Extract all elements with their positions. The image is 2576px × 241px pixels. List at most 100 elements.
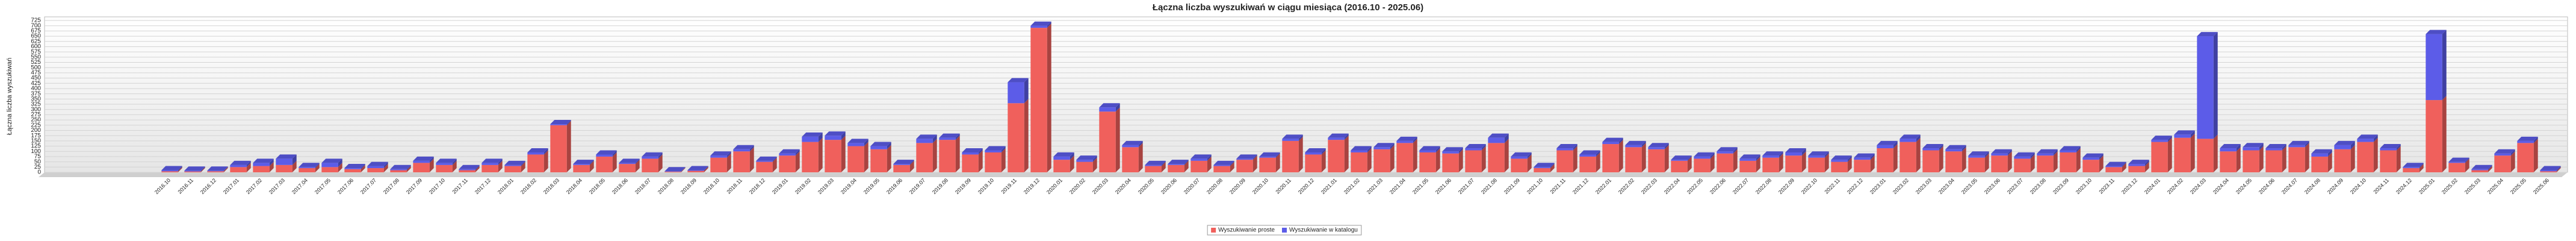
bar — [779, 155, 796, 172]
bar — [687, 171, 704, 172]
bar — [2197, 139, 2214, 172]
bar — [1213, 164, 1230, 166]
bar-side — [1344, 133, 1349, 140]
bar-side — [2053, 151, 2058, 172]
bar — [1671, 160, 1688, 172]
bar — [2494, 155, 2511, 172]
x-tick-label: 2019.07 — [908, 177, 926, 195]
bar — [962, 152, 979, 155]
bar-top — [1762, 151, 1783, 156]
bar — [1282, 139, 1299, 141]
bar — [1396, 140, 1413, 143]
bar — [2128, 164, 2145, 166]
bar-top — [230, 160, 251, 165]
bar — [1877, 148, 1893, 172]
bar-side — [749, 145, 754, 152]
bar-side — [1779, 151, 1783, 158]
bar — [2380, 148, 2397, 151]
bar-side — [2030, 152, 2035, 159]
bar-top — [573, 160, 594, 164]
x-tick-label: 2024.05 — [2235, 177, 2253, 195]
bar-side — [2099, 153, 2104, 160]
bar — [2243, 147, 2259, 151]
bar-side — [2419, 163, 2424, 169]
bar — [939, 140, 956, 172]
bar — [1442, 151, 1459, 154]
bar-side — [2442, 96, 2447, 172]
y-tick-label: 325 — [31, 101, 41, 108]
x-tick-label: 2021.09 — [1503, 177, 1521, 195]
bar-side — [1733, 149, 1738, 172]
bar-side — [2007, 151, 2012, 172]
bar-top — [1282, 134, 1303, 139]
bar — [1717, 151, 1733, 154]
bar-top — [2426, 30, 2447, 34]
bar-side — [1344, 136, 1349, 172]
bar-side — [2350, 145, 2355, 172]
bar-top — [916, 134, 937, 139]
bar — [276, 158, 293, 165]
bar-top — [1648, 143, 1669, 148]
bar-side — [795, 149, 800, 156]
bar-side — [2350, 140, 2355, 149]
bar — [344, 169, 361, 172]
bar — [550, 124, 567, 125]
bar — [870, 149, 887, 172]
bar — [939, 137, 956, 140]
bar — [1808, 157, 1825, 172]
x-tick-label: 2024.07 — [2280, 177, 2299, 195]
x-tick-label: 2019.12 — [1023, 177, 1041, 195]
x-tick-label: 2020.03 — [1091, 177, 1109, 195]
x-tick-label: 2022.07 — [1732, 177, 1750, 195]
bar-side — [704, 166, 708, 171]
bar-top — [1671, 155, 1692, 160]
bar — [916, 143, 933, 172]
bar — [2243, 150, 2259, 172]
bar-top — [1328, 133, 1349, 138]
bar — [1305, 152, 1322, 155]
bar — [1534, 167, 1550, 169]
bar-side — [1801, 151, 1806, 172]
bar — [1373, 149, 1390, 172]
bar-side — [521, 160, 525, 166]
bar-top — [1373, 143, 1395, 148]
bar-top — [847, 139, 868, 143]
bar-side — [1984, 151, 1989, 158]
x-tick-label: 2023.05 — [1960, 177, 1978, 195]
bar-side — [1504, 139, 1509, 172]
x-tick-label: 2024.08 — [2303, 177, 2321, 195]
bar-side — [2213, 134, 2218, 172]
bar-side — [1710, 152, 1715, 159]
bar — [2426, 34, 2442, 101]
bar-side — [1824, 153, 1829, 172]
bar — [1488, 143, 1505, 172]
bar-side — [1641, 140, 1646, 148]
bar-side — [246, 160, 251, 167]
x-tick-label: 2024.01 — [2143, 177, 2161, 195]
x-tick-label: 2017.01 — [222, 177, 240, 195]
bar — [390, 169, 407, 171]
x-tick-label: 2022.08 — [1754, 177, 1773, 195]
x-tick-label: 2017.08 — [382, 177, 400, 195]
bar-top — [2380, 144, 2401, 149]
bar-side — [887, 145, 891, 172]
bar — [436, 163, 453, 165]
bar-top — [2311, 149, 2332, 154]
bar-side — [2510, 149, 2515, 156]
x-tick-label: 2017.11 — [451, 177, 469, 195]
bar-top — [1785, 148, 1806, 152]
bar-side — [1618, 140, 1623, 172]
bar-side — [1207, 156, 1212, 172]
bar — [1556, 148, 1573, 151]
bar-side — [2419, 164, 2424, 172]
bar-top — [1008, 78, 1029, 83]
bar-side — [383, 161, 388, 169]
bar — [527, 154, 544, 172]
bar-top — [619, 158, 640, 163]
bar-side — [841, 136, 846, 172]
bar-side — [1756, 156, 1760, 172]
bar — [1259, 156, 1276, 158]
x-tick-label: 2016.10 — [153, 177, 172, 195]
bar-side — [1435, 148, 1440, 172]
bar-top — [2037, 149, 2058, 154]
